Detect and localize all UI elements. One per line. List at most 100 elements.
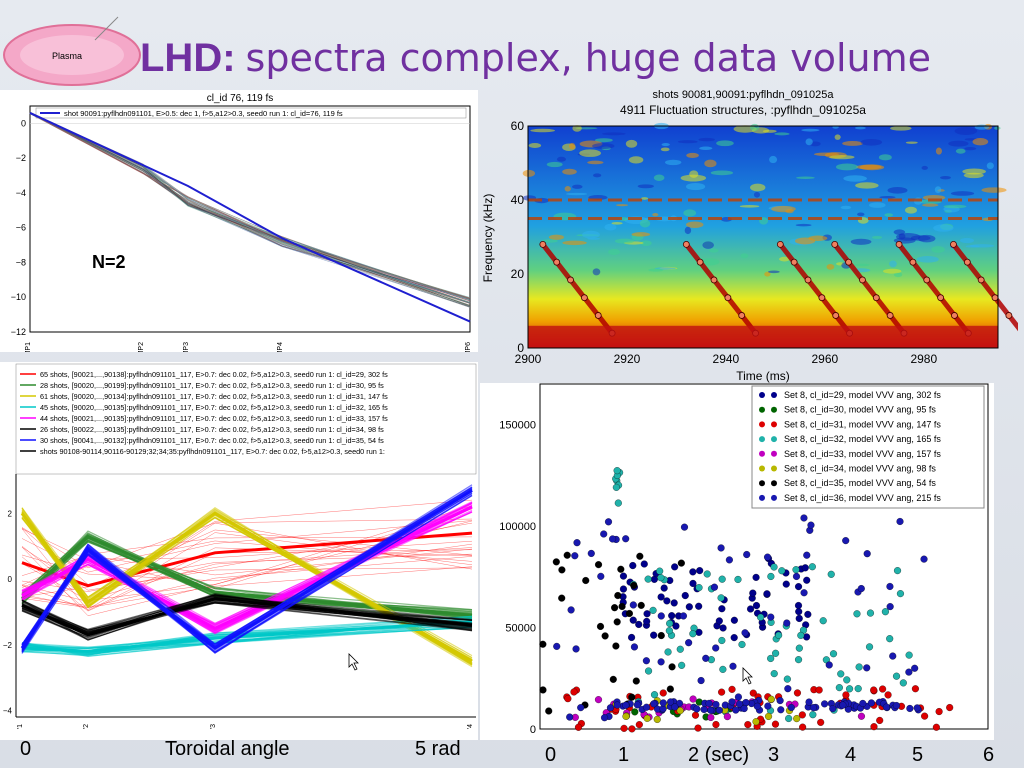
spec-noise <box>871 235 883 239</box>
spec-noise <box>562 240 587 246</box>
scatter-point <box>613 467 621 475</box>
scatter-point <box>563 551 571 559</box>
scatter-ytick: 150000 <box>499 420 536 432</box>
spec-xtick: 2920 <box>614 352 641 366</box>
caption-time-5: 5 <box>912 744 924 766</box>
chart1-xtick: MP2 <box>138 342 145 352</box>
spec-noise <box>677 140 698 144</box>
spec-noise <box>948 140 969 147</box>
scatter-point <box>695 584 703 592</box>
spec-noise <box>565 192 588 196</box>
spec-title: 4911 Fluctuation structures, :pyflhdn_09… <box>620 103 866 117</box>
spec-structure-point <box>790 258 798 266</box>
scatter-legend-marker <box>771 480 777 487</box>
scatter-point <box>736 700 744 708</box>
scatter-ytick: 0 <box>530 724 536 736</box>
scatter-legend-marker <box>759 480 765 487</box>
scatter-point <box>825 661 833 669</box>
scatter-point <box>628 725 636 733</box>
spec-structure-point <box>831 240 839 248</box>
spec-structure-point <box>818 294 826 302</box>
spec-structure-point <box>909 258 917 266</box>
scatter-legend-entry: Set 8, cl_id=33, model VVV ang, 157 fs <box>784 449 941 459</box>
scatter-point <box>657 574 665 582</box>
spec-noise <box>916 256 939 263</box>
scatter-point <box>777 706 785 714</box>
spec-structure-point <box>776 240 784 248</box>
n2-annotation: N=2 <box>92 252 126 272</box>
scatter-point <box>797 631 805 639</box>
chart1-legend-box <box>35 107 467 119</box>
scatter-point <box>795 583 803 591</box>
spec-structure-point <box>991 294 999 302</box>
scatter-point <box>857 585 865 593</box>
scatter-point <box>718 605 726 613</box>
spec-noise <box>768 270 780 274</box>
chart2-series-mean <box>21 597 473 637</box>
scatter-point <box>609 675 617 683</box>
scatter-legend-entry: Set 8, cl_id=34, model VVV ang, 98 fs <box>784 464 936 474</box>
scatter-point <box>715 706 723 714</box>
scatter-point <box>792 572 801 580</box>
spec-ytick: 0 <box>517 341 524 355</box>
scatter-point <box>650 631 658 639</box>
spec-noise <box>940 175 951 180</box>
spec-noise <box>835 163 859 171</box>
scatter-point <box>712 700 720 709</box>
spec-structure-point <box>950 240 957 248</box>
scatter-point <box>640 560 648 568</box>
scatter-point <box>712 721 720 729</box>
spec-noise <box>994 126 1001 130</box>
spec-noise <box>921 165 928 170</box>
scatter-point <box>749 589 757 597</box>
scatter-point <box>882 703 890 711</box>
scatter-point <box>743 550 751 559</box>
scatter-point <box>784 685 792 693</box>
scatter-point <box>729 662 737 670</box>
scatter-point <box>799 723 807 731</box>
scatter-point <box>630 643 638 651</box>
spec-frame <box>527 125 999 349</box>
chart2-legend-entry: 26 shots, [90022,...,90135]:pyflhdn09110… <box>40 425 384 434</box>
spec-noise <box>686 152 699 158</box>
caption-5rad: 5 rad <box>415 738 461 760</box>
spec-structure-point <box>1005 312 1013 319</box>
scatter-point <box>734 575 742 584</box>
scatter-point <box>678 661 686 669</box>
chart1-xtick: MP3 <box>183 342 190 352</box>
scatter-point <box>783 675 791 683</box>
scatter-chart: 150000 100000 50000 0 Set 8, cl_id=29, mode… <box>499 383 989 736</box>
spec-noise <box>981 187 1007 193</box>
scatter-point <box>620 724 628 732</box>
scatter-point <box>613 701 621 709</box>
scatter-legend-marker <box>759 494 765 501</box>
spec-noise <box>933 224 954 232</box>
scatter-point <box>582 576 590 585</box>
scatter-point <box>664 648 672 656</box>
scatter-point <box>712 644 720 652</box>
scatter-point <box>609 535 617 543</box>
chart1-legend: shot 90091:pyflhdn091101, E>0.5: dec 1, … <box>64 109 343 118</box>
scatter-legend-box <box>751 385 985 509</box>
spec-noise <box>893 272 903 278</box>
spec-noise <box>826 263 835 270</box>
spec-structure-point <box>567 276 574 284</box>
scatter-point <box>839 701 847 709</box>
scatter-point <box>728 698 736 706</box>
scatter-point <box>700 705 708 714</box>
spec-noise <box>582 230 600 239</box>
spec-noise <box>592 268 601 276</box>
scatter-point <box>659 689 667 697</box>
scatter-point <box>800 514 808 522</box>
scatter-point <box>886 582 894 591</box>
spec-noise <box>631 232 651 237</box>
scatter-point <box>911 664 919 672</box>
spec-noise <box>869 202 886 208</box>
scatter-point <box>685 603 693 611</box>
scatter-point <box>719 624 727 632</box>
scatter-point <box>896 590 904 598</box>
scatter-point <box>794 601 803 610</box>
spec-noise <box>702 241 714 249</box>
scatter-point <box>689 568 697 576</box>
scatter-point <box>643 617 651 625</box>
